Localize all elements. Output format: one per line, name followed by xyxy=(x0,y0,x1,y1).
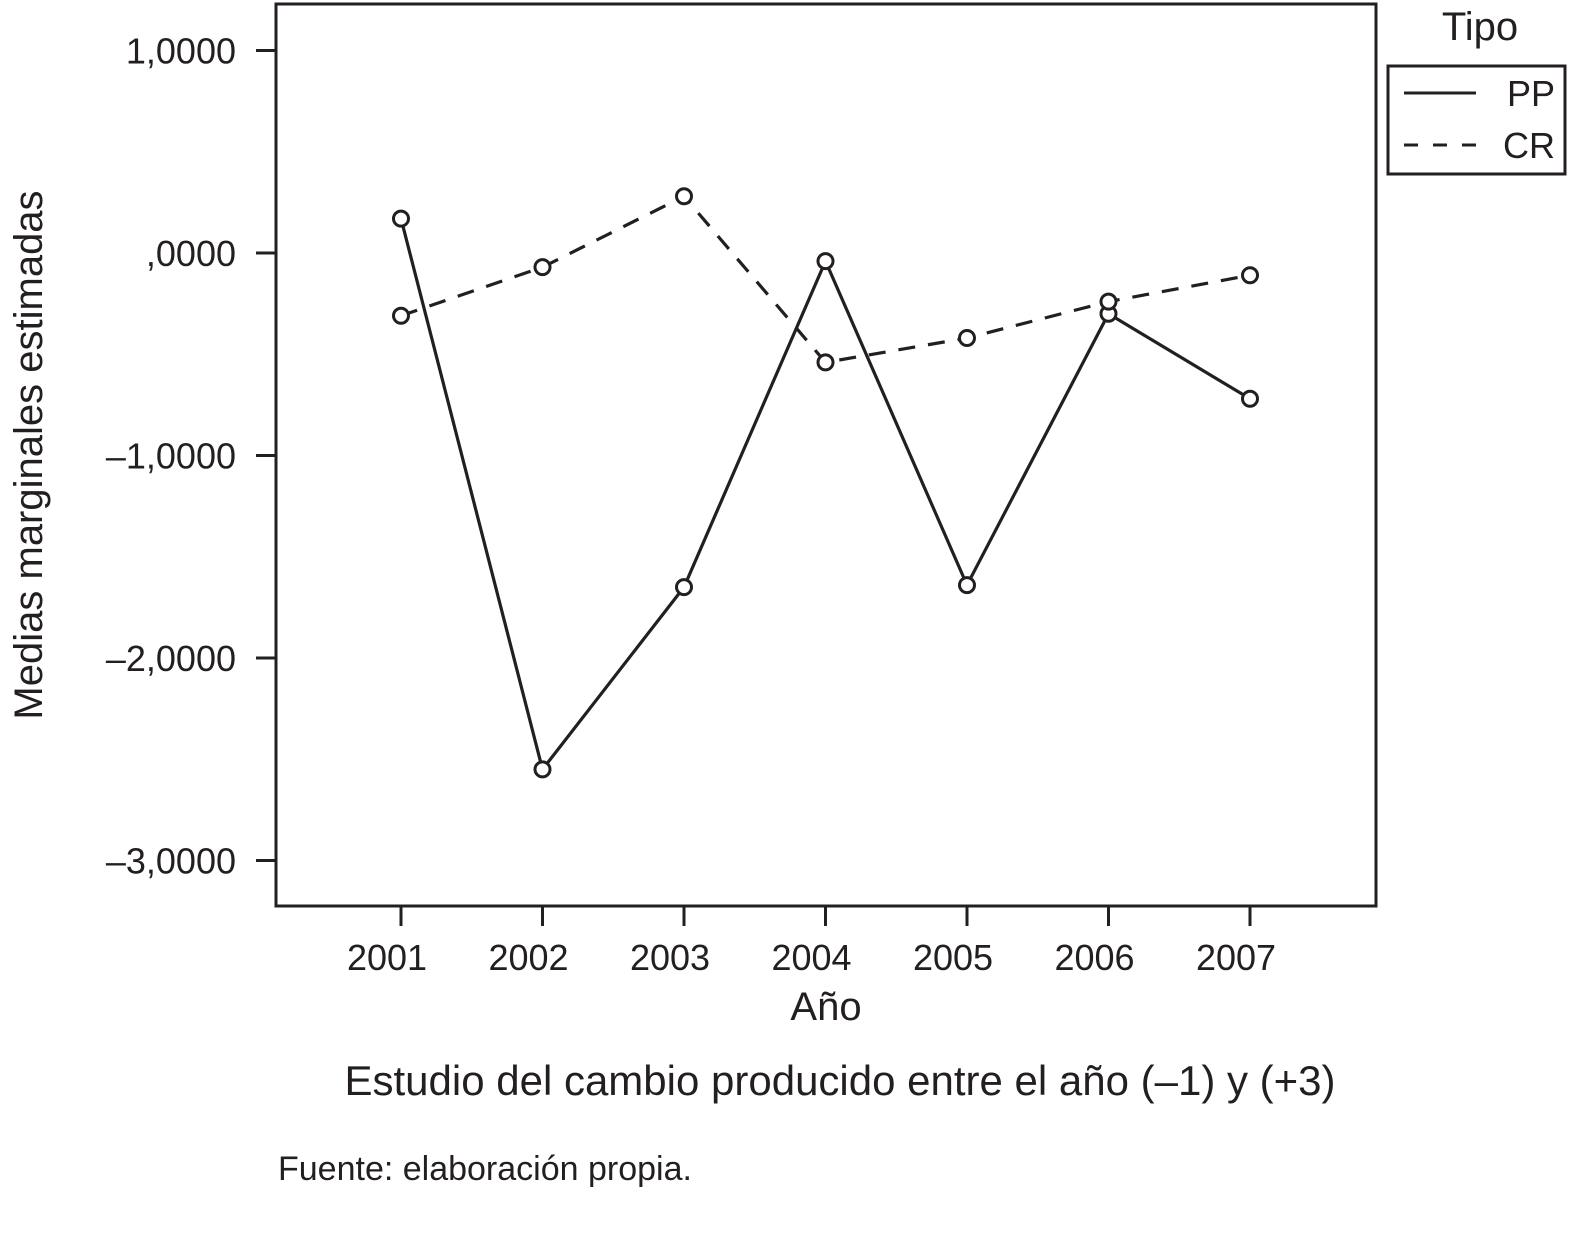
data-point xyxy=(392,306,410,325)
series-pp xyxy=(392,209,1259,779)
data-point xyxy=(533,760,552,779)
y-tick-label: –2,0000 xyxy=(106,638,236,679)
x-tick-label: 2001 xyxy=(347,937,427,978)
x-tick-label: 2004 xyxy=(771,937,851,978)
data-point xyxy=(675,578,693,597)
legend: Tipo PP CR xyxy=(1386,5,1567,176)
y-tick-label: –1,0000 xyxy=(106,436,236,477)
y-tick-label: ,0000 xyxy=(146,233,236,274)
y-tick-label: 1,0000 xyxy=(126,31,236,72)
series-cr xyxy=(392,187,1259,372)
x-tick-label: 2005 xyxy=(913,937,993,978)
data-point xyxy=(1241,266,1259,285)
data-point xyxy=(958,576,976,595)
plot-frame xyxy=(274,2,1378,908)
x-tick-label: 2003 xyxy=(630,937,710,978)
source-note: Fuente: elaboración propia. xyxy=(278,1150,692,1188)
data-point xyxy=(675,187,693,206)
y-axis-title: Medias marginales estimadas xyxy=(7,190,51,719)
data-point xyxy=(1099,292,1118,311)
legend-label: CR xyxy=(1503,125,1555,166)
x-tick-label: 2006 xyxy=(1054,937,1134,978)
legend-title: Tipo xyxy=(1442,5,1518,49)
data-point xyxy=(816,353,835,372)
data-point xyxy=(392,209,410,228)
y-axis: 1,0000 ,0000 –1,0000 –2,0000 –3,0000 xyxy=(106,31,276,882)
data-point xyxy=(533,258,552,277)
legend-box xyxy=(1386,64,1567,176)
series-line xyxy=(400,194,1251,365)
data-point xyxy=(958,329,976,348)
series-line xyxy=(399,218,1251,773)
x-axis-title: Año xyxy=(790,985,861,1029)
legend-label: PP xyxy=(1507,73,1555,114)
x-tick-label: 2007 xyxy=(1196,937,1276,978)
chart-subtitle: Estudio del cambio producido entre el añ… xyxy=(344,1057,1336,1104)
series-layer xyxy=(392,187,1259,779)
x-axis: 2001 2002 2003 2004 2005 2006 2007 xyxy=(347,906,1276,978)
data-point xyxy=(1241,389,1259,408)
x-tick-label: 2002 xyxy=(488,937,568,978)
y-tick-label: –3,0000 xyxy=(106,841,236,882)
data-point xyxy=(816,252,835,271)
